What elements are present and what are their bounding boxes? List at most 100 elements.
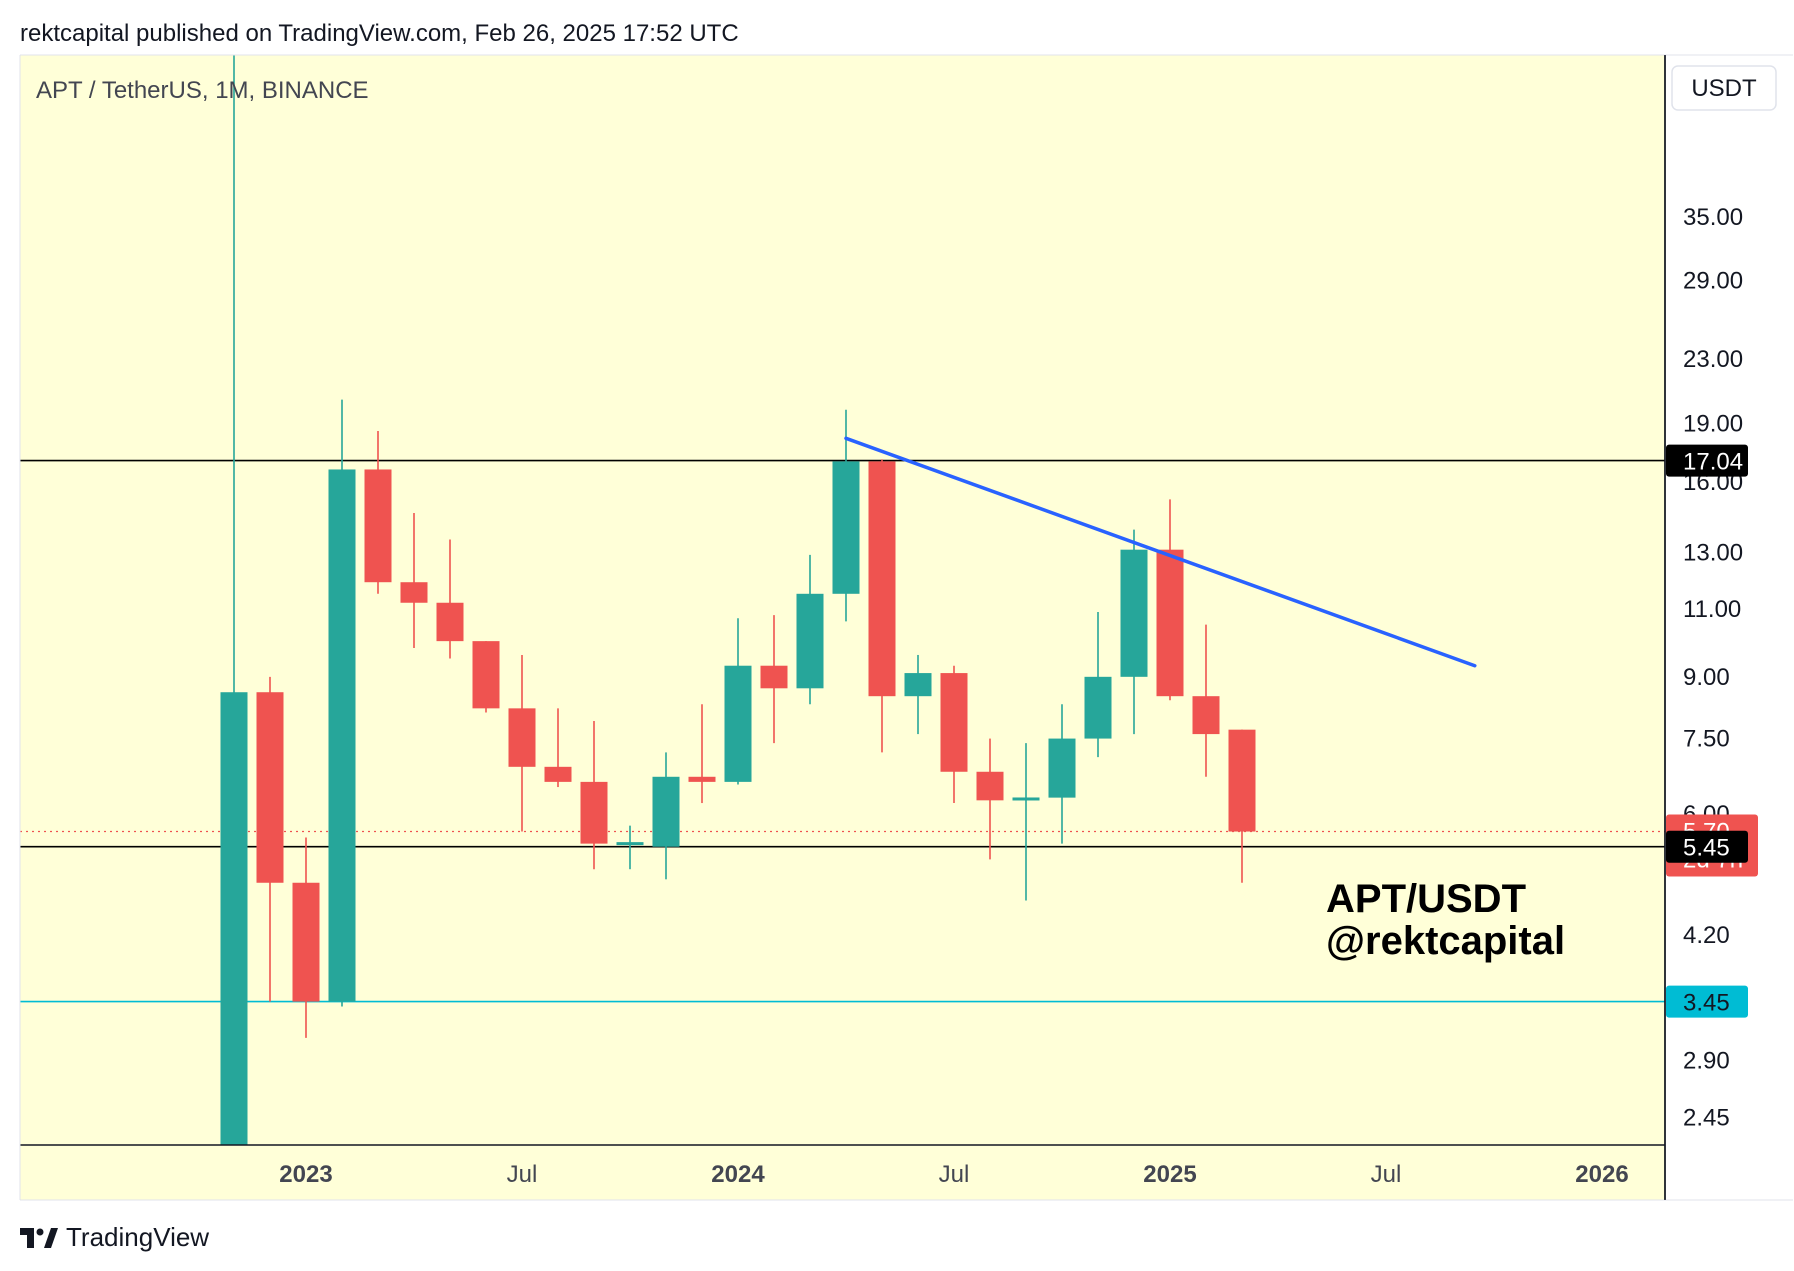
candle-2025-02[interactable] [1228, 729, 1256, 883]
time-tick-label: 2023 [279, 1161, 332, 1188]
candle-body [544, 766, 572, 782]
plot-background [20, 55, 1665, 1145]
price-tick-label: 2.90 [1683, 1047, 1730, 1074]
price-label-3.45: 3.45 [1683, 990, 1730, 1017]
candle-2023-10[interactable] [652, 752, 680, 880]
price-label-17.04: 17.04 [1683, 449, 1743, 476]
candle-body [580, 781, 608, 844]
candle-2024-09[interactable] [1048, 704, 1076, 844]
time-tick-label: Jul [1371, 1161, 1402, 1188]
time-tick-label: 2024 [711, 1161, 765, 1188]
candle-2023-02[interactable] [364, 430, 392, 594]
candle-2024-10[interactable] [1084, 611, 1112, 758]
annotation-pair: APT/USDT [1326, 877, 1526, 921]
price-tick-label: 7.50 [1683, 726, 1730, 753]
candle-body [832, 461, 860, 594]
price-label-bg-front [1666, 830, 1748, 863]
time-tick-label: Jul [507, 1161, 538, 1188]
candle-body [1012, 797, 1040, 801]
symbol-label[interactable]: APT / TetherUS, 1M, BINANCE [36, 77, 369, 104]
candle-2024-08[interactable] [1012, 743, 1040, 901]
candle-body [760, 665, 788, 689]
price-label-front: 5.45 [1683, 835, 1730, 862]
candle-2024-11[interactable] [1120, 529, 1148, 735]
candle-2024-12[interactable] [1156, 499, 1184, 701]
candle-2023-09[interactable] [616, 825, 644, 870]
candle-2024-06[interactable] [940, 665, 968, 804]
time-axis-corner [1666, 1146, 1793, 1199]
candle-2023-01[interactable] [328, 399, 356, 1007]
time-tick-label: Jul [939, 1161, 970, 1188]
candle-body [436, 602, 464, 642]
currency-label[interactable]: USDT [1691, 75, 1757, 102]
candle-body [1156, 549, 1184, 697]
candle-2023-08[interactable] [580, 720, 608, 870]
price-label-bg [1666, 985, 1748, 1018]
candles [220, 55, 1256, 1145]
candle-2022-10[interactable] [220, 55, 248, 1145]
tradingview-logo-icon [20, 1227, 58, 1248]
candle-2023-12[interactable] [724, 618, 752, 785]
resistance-trendline[interactable] [844, 436, 1477, 668]
currency-selector[interactable]: USDT [1671, 65, 1777, 111]
candle-2022-12[interactable] [292, 837, 320, 1038]
candle-body [292, 882, 320, 1002]
candle-2023-05[interactable] [472, 641, 500, 713]
candle-body [976, 771, 1004, 801]
candle-body [256, 692, 284, 883]
candle-body [688, 776, 716, 782]
price-axis-labels: 17.045.453.455.702d 7h5.45 [1666, 444, 1758, 1018]
time-axis-ticks: 2023 Jul 2024 Jul 2025 Jul 2026 [279, 1161, 1628, 1188]
candle-body [940, 673, 968, 772]
candle-body [616, 842, 644, 846]
tradingview-wordmark: TradingView [66, 1222, 210, 1252]
candle-2024-03[interactable] [832, 409, 860, 622]
price-tick-label: 35.00 [1683, 204, 1743, 231]
candle-2023-04[interactable] [436, 539, 464, 659]
candle-2024-04[interactable] [868, 459, 896, 753]
tradingview-logo[interactable]: TradingView [20, 1222, 209, 1253]
price-label-bg [1666, 444, 1748, 477]
publish-header: rektcapital published on TradingView.com… [20, 20, 739, 47]
time-tick-label: 2025 [1143, 1161, 1196, 1188]
candle-body [1192, 696, 1220, 735]
price-tick-label: 13.00 [1683, 539, 1743, 566]
price-tick-label: 9.00 [1683, 664, 1730, 691]
candle-body [472, 641, 500, 709]
price-tick-label: 4.20 [1683, 922, 1730, 949]
candle-2025-01[interactable] [1192, 624, 1220, 777]
candle-body [796, 593, 824, 689]
candle-body [220, 692, 248, 1145]
candle-2024-07[interactable] [976, 738, 1004, 860]
price-tick-label: 11.00 [1683, 596, 1741, 623]
candle-2024-01[interactable] [760, 615, 788, 744]
candle-2024-05[interactable] [904, 654, 932, 735]
candle-2023-07[interactable] [544, 708, 572, 788]
candle-body [364, 469, 392, 583]
candle-body [328, 469, 356, 1002]
time-axis-background[interactable] [20, 1145, 1665, 1200]
candle-body [724, 665, 752, 782]
annotation-handle: @rektcapital [1326, 919, 1565, 963]
candle-body [1120, 549, 1148, 677]
candle-body [904, 673, 932, 697]
trendline-group [844, 436, 1477, 668]
price-tick-label: 29.00 [1683, 268, 1743, 295]
candle-2023-03[interactable] [400, 512, 428, 648]
price-tick-label: 2.45 [1683, 1105, 1730, 1132]
candle-body [508, 708, 536, 767]
price-tick-label: 19.00 [1683, 411, 1743, 438]
candle-body [400, 582, 428, 603]
candle-body [1084, 676, 1112, 739]
candle-2022-11[interactable] [256, 676, 284, 1002]
candle-body [1048, 738, 1076, 798]
time-tick-label: 2026 [1575, 1161, 1628, 1188]
candle-body [1228, 729, 1256, 832]
candle-2023-06[interactable] [508, 654, 536, 832]
candle-2024-02[interactable] [796, 554, 824, 705]
candle-2023-11[interactable] [688, 704, 716, 804]
price-tick-label: 23.00 [1683, 346, 1743, 373]
candle-body [652, 776, 680, 847]
